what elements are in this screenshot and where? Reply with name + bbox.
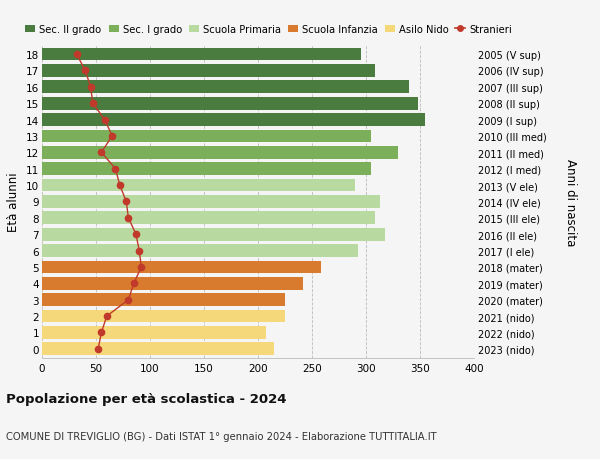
Bar (42, 196, 380, 208)
Bar (42, 228, 385, 241)
Bar (42, 212, 374, 224)
Bar (42, 98, 418, 110)
Bar (42, 163, 371, 176)
Y-axis label: Età alunni: Età alunni (7, 172, 20, 232)
Bar (42, 310, 285, 323)
Bar (42, 130, 371, 143)
Text: COMUNE DI TREVIGLIO (BG) - Dati ISTAT 1° gennaio 2024 - Elaborazione TUTTITALIA.: COMUNE DI TREVIGLIO (BG) - Dati ISTAT 1°… (6, 431, 437, 442)
Bar (42, 261, 320, 274)
Legend: Sec. II grado, Sec. I grado, Scuola Primaria, Scuola Infanzia, Asilo Nido, Stran: Sec. II grado, Sec. I grado, Scuola Prim… (25, 25, 512, 35)
Bar (42, 245, 358, 257)
Bar (42, 294, 285, 306)
Bar (42, 146, 398, 159)
Bar (42, 65, 374, 78)
Bar (42, 277, 304, 290)
Bar (42, 81, 409, 94)
Bar (42, 326, 266, 339)
Bar (42, 179, 355, 192)
Bar (42, 49, 361, 61)
Bar (42, 114, 425, 127)
Y-axis label: Anni di nascita: Anni di nascita (563, 158, 577, 246)
Text: Popolazione per età scolastica - 2024: Popolazione per età scolastica - 2024 (6, 392, 287, 405)
Bar (42, 343, 274, 355)
